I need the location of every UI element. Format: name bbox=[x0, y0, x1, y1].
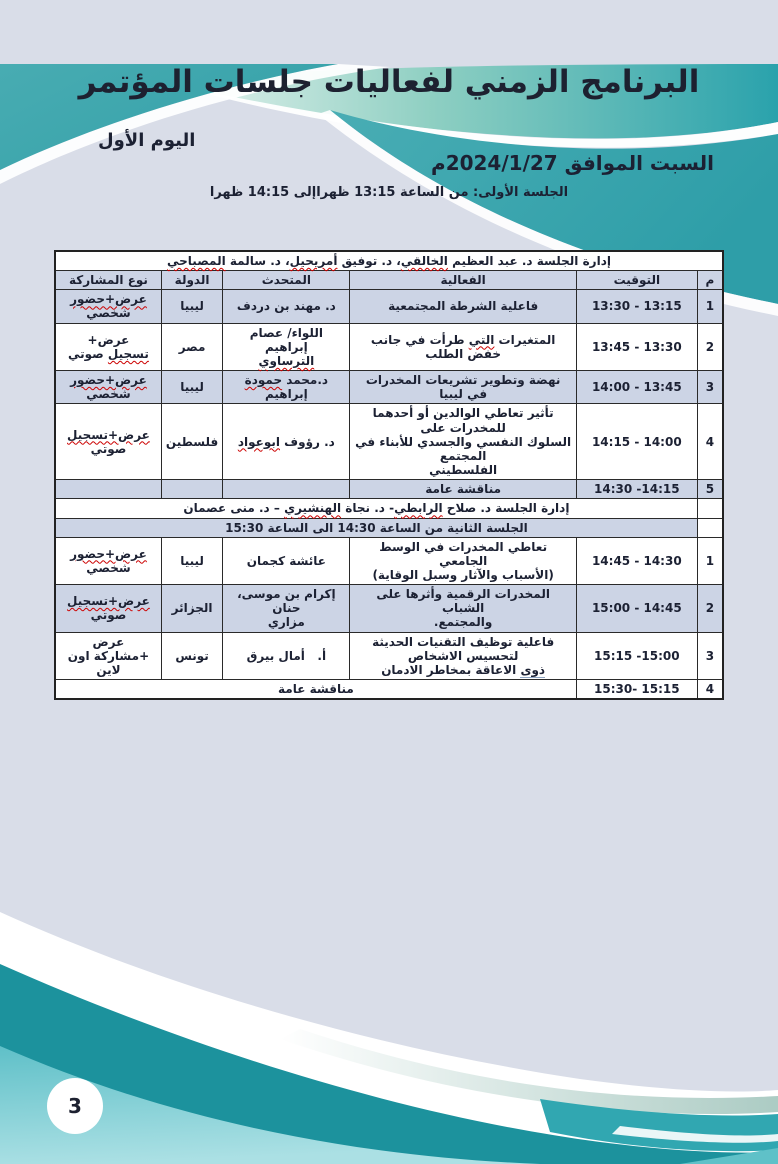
table-row: 3 15:15 -15:00 فاعلية توظيف التقنيات الحدي… bbox=[54, 631, 724, 681]
cell-country bbox=[160, 479, 224, 500]
table-row: 5 14:30 -14:15 مناقشة عامة bbox=[54, 479, 724, 500]
cell-activity: مناقشة عامة bbox=[349, 479, 577, 500]
table-row: 4 14:15 - 14:00 تأثير تعاطي الوالدين أو أح… bbox=[54, 403, 724, 481]
table-row: 2 15:00 - 14:45 المخدرات الرقمية وأثرها عل… bbox=[54, 584, 724, 633]
cell-time: 15:15 -15:00 bbox=[575, 631, 698, 681]
cell-activity: نهضة وتطوير تشريعات المخدرات في ليبيا bbox=[349, 370, 577, 405]
cell-speaker: أ. أمال بيرق bbox=[222, 631, 351, 681]
date-line: السبت الموافق 2024/1/27م bbox=[431, 151, 714, 175]
column-header-3: المتحدث bbox=[222, 270, 351, 291]
cell-activity: تعاطي المخدرات في الوسط الجامعي (الأسباب … bbox=[349, 536, 577, 586]
cell-number: 5 bbox=[696, 479, 724, 500]
table-row: 1 13:30 - 13:15 فاعلية الشرطة المجتمعية د. … bbox=[54, 289, 724, 324]
page-content: البرنامج الزمني لفعاليات جلسات المؤتمر ا… bbox=[0, 64, 778, 701]
cell-number: 4 bbox=[696, 403, 724, 481]
table-row: 3 14:00 - 13:45 نهضة وتطوير تشريعات المخدر… bbox=[54, 370, 724, 405]
cell-participation-type: عرض+ تسجيل صوتي bbox=[54, 322, 162, 372]
cell-participation-type: عرض+حضور شخصي bbox=[54, 289, 162, 324]
cell-participation-type: عرض+تسجيل صوتي bbox=[54, 403, 162, 481]
cell-speaker: عائشة كجمان bbox=[222, 536, 351, 586]
cell-country: فلسطين bbox=[160, 403, 224, 481]
bottom-wave-decoration bbox=[0, 912, 778, 1164]
table-row: 4 15:30- 15:15 مناقشة عامة bbox=[54, 679, 724, 700]
column-header-5: نوع المشاركة bbox=[54, 270, 162, 291]
schedule-table: إدارة الجلسة د. عبد العظيم الخالقي، د. ت… bbox=[54, 250, 724, 701]
cell-participation-type bbox=[54, 479, 162, 500]
cell-number: 2 bbox=[696, 322, 724, 372]
cell-participation-type: عرض+حضور شخصي bbox=[54, 370, 162, 405]
cell-country: ليبيا bbox=[160, 289, 224, 324]
cell-speaker: إكرام بن موسى، حنان مزاري bbox=[222, 584, 351, 633]
cell-country: الجزائر bbox=[160, 584, 224, 633]
cell-country: مصر bbox=[160, 322, 224, 372]
cell-number: 4 bbox=[696, 679, 724, 700]
cell-activity-merged: مناقشة عامة bbox=[54, 679, 577, 700]
cell-time: 15:30- 15:15 bbox=[575, 679, 698, 700]
cell-time: 15:00 - 14:45 bbox=[575, 584, 698, 633]
cell-time: 13:30 - 13:15 bbox=[575, 289, 698, 324]
schedule-table-body: إدارة الجلسة د. عبد العظيم الخالقي، د. ت… bbox=[54, 250, 724, 700]
cell-activity: فاعلية توظيف التقنيات الحديثة لتحسيس الا… bbox=[349, 631, 577, 681]
session-chair-cell: إدارة الجلسة د. صلاح الرابطي- د. نجاة ال… bbox=[54, 498, 698, 519]
cell-number: 2 bbox=[696, 584, 724, 633]
cell-time: 14:15 - 14:00 bbox=[575, 403, 698, 481]
session-chair-row: إدارة الجلسة د. صلاح الرابطي- د. نجاة ال… bbox=[54, 498, 724, 519]
day-label: اليوم الأول bbox=[98, 130, 196, 151]
page-number-badge: 3 bbox=[47, 1078, 103, 1134]
program-page: { "header": { "title": "البرنامج الزمني … bbox=[0, 64, 778, 1164]
cell-activity: فاعلية الشرطة المجتمعية bbox=[349, 289, 577, 324]
cell-number: 1 bbox=[696, 289, 724, 324]
cell-participation-type: عرض+حضور شخصي bbox=[54, 536, 162, 586]
cell-participation-type: عرض +مشاركة اون لاين bbox=[54, 631, 162, 681]
cell-number: 3 bbox=[696, 631, 724, 681]
cell-number: 1 bbox=[696, 536, 724, 586]
cell-speaker: د. مهند بن دردف bbox=[222, 289, 351, 324]
cell-activity: المتغيرات التي طرأت في جانب خفض الطلب bbox=[349, 322, 577, 372]
cell-number: 3 bbox=[696, 370, 724, 405]
session-title-row: الجلسة الثانية من الساعة 14:30 الى الساع… bbox=[54, 517, 724, 538]
column-header-0: م bbox=[696, 270, 724, 291]
cell-country: تونس bbox=[160, 631, 224, 681]
column-header-2: الفعالية bbox=[349, 270, 577, 291]
session-chair-row: إدارة الجلسة د. عبد العظيم الخالقي، د. ت… bbox=[54, 250, 724, 272]
table-row: 2 13:45 - 13:30 المتغيرات التي طرأت في جان… bbox=[54, 322, 724, 372]
session-title-cell: الجلسة الثانية من الساعة 14:30 الى الساع… bbox=[54, 517, 698, 538]
cell-activity: المخدرات الرقمية وأثرها على الشباب والمجت… bbox=[349, 584, 577, 633]
session-chair-cell: إدارة الجلسة د. عبد العظيم الخالقي، د. ت… bbox=[54, 250, 724, 272]
cell-speaker: اللواء/ عصام إبراهيم الترساوي bbox=[222, 322, 351, 372]
empty-num-cell bbox=[696, 517, 724, 538]
column-header-1: التوقيت bbox=[575, 270, 698, 291]
cell-time: 14:30 -14:15 bbox=[575, 479, 698, 500]
empty-num-cell bbox=[696, 498, 724, 519]
table-row: 1 14:45 - 14:30 تعاطي المخدرات في الوسط ال… bbox=[54, 536, 724, 586]
page-number: 3 bbox=[68, 1094, 82, 1118]
cell-activity: تأثير تعاطي الوالدين أو أحدهما للمخدرات … bbox=[349, 403, 577, 481]
cell-speaker: د. رؤوف ابوعواد bbox=[222, 403, 351, 481]
cell-participation-type: عرض+تسجيل صوتي bbox=[54, 584, 162, 633]
cell-speaker bbox=[222, 479, 351, 500]
column-header-4: الدولة bbox=[160, 270, 224, 291]
column-header-row: م التوقيت الفعالية المتحدث الدولة نوع المشارك… bbox=[54, 270, 724, 291]
cell-speaker: د.محمد حمودة إبراهيم bbox=[222, 370, 351, 405]
session1-time-line: الجلسة الأولى: من الساعة 13:15 ظهراإلى 1… bbox=[209, 185, 569, 200]
cell-time: 14:00 - 13:45 bbox=[575, 370, 698, 405]
cell-country: ليبيا bbox=[160, 370, 224, 405]
cell-time: 13:45 - 13:30 bbox=[575, 322, 698, 372]
page-title: البرنامج الزمني لفعاليات جلسات المؤتمر bbox=[78, 64, 700, 100]
cell-country: ليبيا bbox=[160, 536, 224, 586]
cell-time: 14:45 - 14:30 bbox=[575, 536, 698, 586]
